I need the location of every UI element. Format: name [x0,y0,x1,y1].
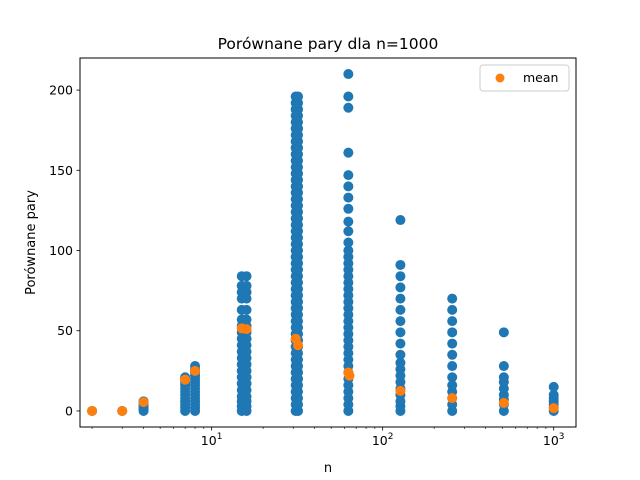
data-point [548,389,559,400]
x-axis-label: n [324,461,332,476]
y-tick-label: 100 [49,243,73,258]
data-point [447,293,458,304]
data-point [395,293,406,304]
data-point [548,381,559,392]
x-axis-ticks: 101 102 103 [91,427,565,448]
data-point [343,203,354,214]
y-tick-label: 0 [65,403,73,418]
data-point [343,216,354,227]
data-point [343,245,354,256]
data-point [241,314,252,325]
mean-point [498,397,509,408]
data-point [241,280,252,291]
y-axis-ticks: 0 50 100 150 200 [49,83,80,418]
data-point [395,316,406,327]
data-point [447,304,458,315]
data-point [395,304,406,315]
data-point [498,327,509,338]
legend-mean-label: mean [523,70,558,85]
x-tick-label: 103 [543,432,565,448]
data-point [395,327,406,338]
data-point [447,380,458,391]
data-point [395,215,406,226]
data-point [343,237,354,248]
mean-point [293,340,304,351]
x-tick-label: 101 [201,432,223,448]
mean-point [87,405,98,416]
data-point [447,372,458,383]
data-point [343,69,354,80]
mean-point [447,393,458,404]
data-point [343,147,354,158]
mean-layer [87,323,559,416]
data-point [498,372,509,383]
mean-point [241,324,252,335]
data-point [447,349,458,360]
y-axis-label: Porównane pary [24,190,39,295]
legend: mean [479,64,570,92]
data-point [343,226,354,237]
data-point [395,271,406,282]
data-point [343,91,354,102]
data-point [447,327,458,338]
data-point [293,91,304,102]
legend-box [479,64,570,92]
mean-point [117,405,128,416]
data-point [241,304,252,315]
data-point [447,338,458,349]
data-point [343,170,354,181]
data-point [395,338,406,349]
x-tick-label: 102 [372,432,394,448]
mean-point [548,403,559,414]
data-point [498,361,509,372]
legend-mean-marker [495,73,505,83]
data-point [395,357,406,368]
mean-point [344,370,355,381]
y-tick-label: 50 [57,323,73,338]
data-point [343,102,354,113]
chart-title: Porównane pary dla n=1000 [218,35,439,53]
data-point [395,349,406,360]
data-point [447,316,458,327]
y-tick-label: 150 [49,163,73,178]
data-point [343,181,354,192]
data-point [241,271,252,282]
y-tick-label: 200 [49,83,73,98]
mean-point [190,365,201,376]
data-point [395,282,406,293]
plot-frame [79,57,577,428]
mean-point [180,374,191,385]
data-point [343,192,354,203]
data-point [447,361,458,372]
data-point [395,259,406,270]
mean-point [138,397,149,408]
mean-point [395,385,406,396]
